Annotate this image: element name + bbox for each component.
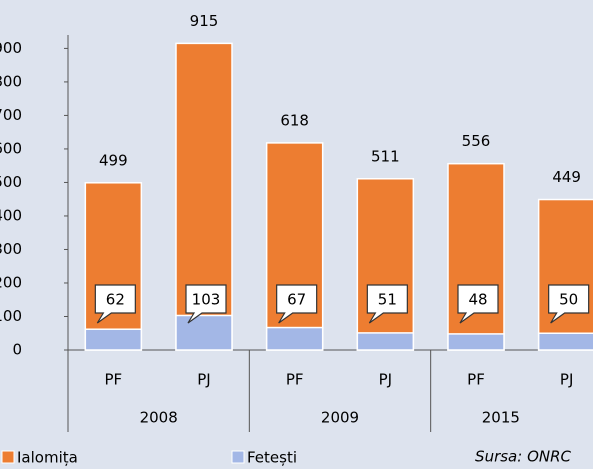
callout-box: [366, 284, 408, 324]
y-tick-label: 400: [0, 206, 22, 224]
x-tick-label: PF: [286, 371, 304, 389]
value-label: 499: [99, 151, 128, 169]
value-label: 50: [559, 291, 578, 309]
y-tick-label: 600: [0, 139, 22, 157]
callout-box: [548, 284, 590, 324]
value-label: 511: [371, 147, 400, 165]
callout-box: [185, 284, 227, 324]
group-label: 2008: [140, 409, 178, 427]
value-label: 103: [192, 291, 221, 309]
bar: [265, 142, 324, 351]
y-tick-label: 500: [0, 173, 22, 191]
callout-box: [457, 284, 499, 324]
y-tick-label: 800: [0, 72, 22, 90]
y-tick-label: 200: [0, 273, 22, 291]
y-tick-label: 100: [0, 307, 22, 325]
x-tick-label: PJ: [197, 371, 210, 389]
value-label: 62: [106, 291, 125, 309]
x-tick-label: PJ: [560, 371, 573, 389]
bar: [356, 332, 415, 351]
bar: [447, 162, 505, 351]
callout-box: [94, 284, 136, 324]
bar: [537, 198, 593, 351]
group-label: 2015: [482, 409, 520, 427]
y-tick-label: 700: [0, 106, 22, 124]
legend-label: Ialomița: [17, 449, 78, 467]
y-tick-label: 900: [0, 39, 22, 57]
legend-swatch: [1, 450, 15, 464]
value-label: 556: [462, 132, 491, 150]
bar: [537, 332, 593, 351]
x-tick-label: PF: [104, 371, 122, 389]
value-label: 67: [287, 291, 306, 309]
source-note: Sursa: ONRC: [475, 448, 571, 466]
legend-swatch: [231, 450, 245, 464]
bar: [356, 178, 415, 351]
y-tick-label: 0: [12, 341, 22, 359]
legend-label: Fetești: [247, 449, 297, 467]
callout-box: [276, 284, 318, 324]
bar: [175, 314, 233, 351]
bar: [447, 333, 505, 351]
bar: [84, 328, 143, 351]
bar: [265, 326, 324, 351]
x-tick-label: PJ: [379, 371, 392, 389]
value-label: 48: [468, 291, 487, 309]
value-label: 915: [190, 12, 219, 30]
bar: [84, 182, 143, 351]
y-tick-label: 300: [0, 240, 22, 258]
x-tick-label: PF: [467, 371, 485, 389]
value-label: 618: [280, 111, 309, 129]
value-label: 449: [552, 168, 581, 186]
value-label: 51: [378, 291, 397, 309]
group-label: 2009: [321, 409, 359, 427]
